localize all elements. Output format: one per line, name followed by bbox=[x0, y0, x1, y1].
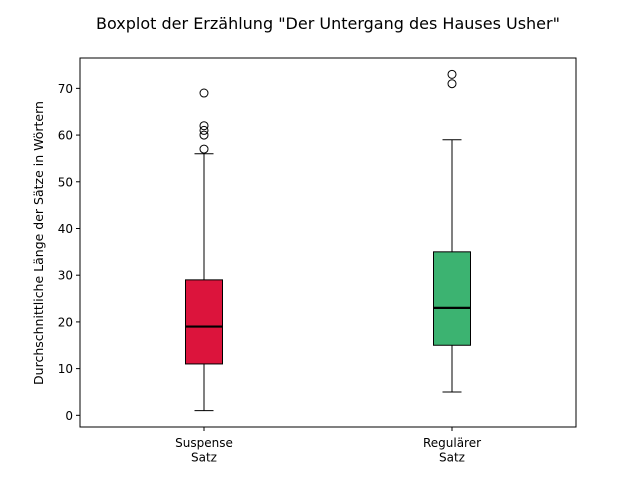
chart-title: Boxplot der Erzählung "Der Untergang des… bbox=[96, 14, 560, 33]
y-axis-label: Durchschnittliche Länge der Sätze in Wör… bbox=[31, 101, 46, 385]
y-tick-label: 20 bbox=[58, 315, 73, 329]
y-tick-label: 10 bbox=[58, 362, 73, 376]
x-tick-label: Regulärer Satz bbox=[423, 436, 481, 465]
box bbox=[433, 251, 471, 346]
x-tick-label: Suspense Satz bbox=[175, 436, 233, 465]
outlier-point bbox=[447, 79, 457, 89]
outlier-point bbox=[199, 121, 209, 131]
y-tick-label: 60 bbox=[58, 129, 73, 143]
outlier-point bbox=[199, 130, 209, 140]
y-tick-label: 0 bbox=[65, 409, 73, 423]
box bbox=[185, 279, 223, 365]
plot-area: 0 10 20 30 40 50 60 70 Suspense Satz Regulärer Satz bbox=[58, 57, 577, 465]
y-tick-label: 30 bbox=[58, 269, 73, 283]
outlier-point bbox=[199, 125, 209, 135]
axes-frame bbox=[79, 57, 577, 428]
y-tick-label: 70 bbox=[58, 82, 73, 96]
y-tick-label: 40 bbox=[58, 222, 73, 236]
outlier-point bbox=[199, 88, 209, 98]
y-tick-label: 50 bbox=[58, 175, 73, 189]
outlier-point bbox=[447, 69, 457, 79]
outlier-point bbox=[199, 144, 209, 154]
